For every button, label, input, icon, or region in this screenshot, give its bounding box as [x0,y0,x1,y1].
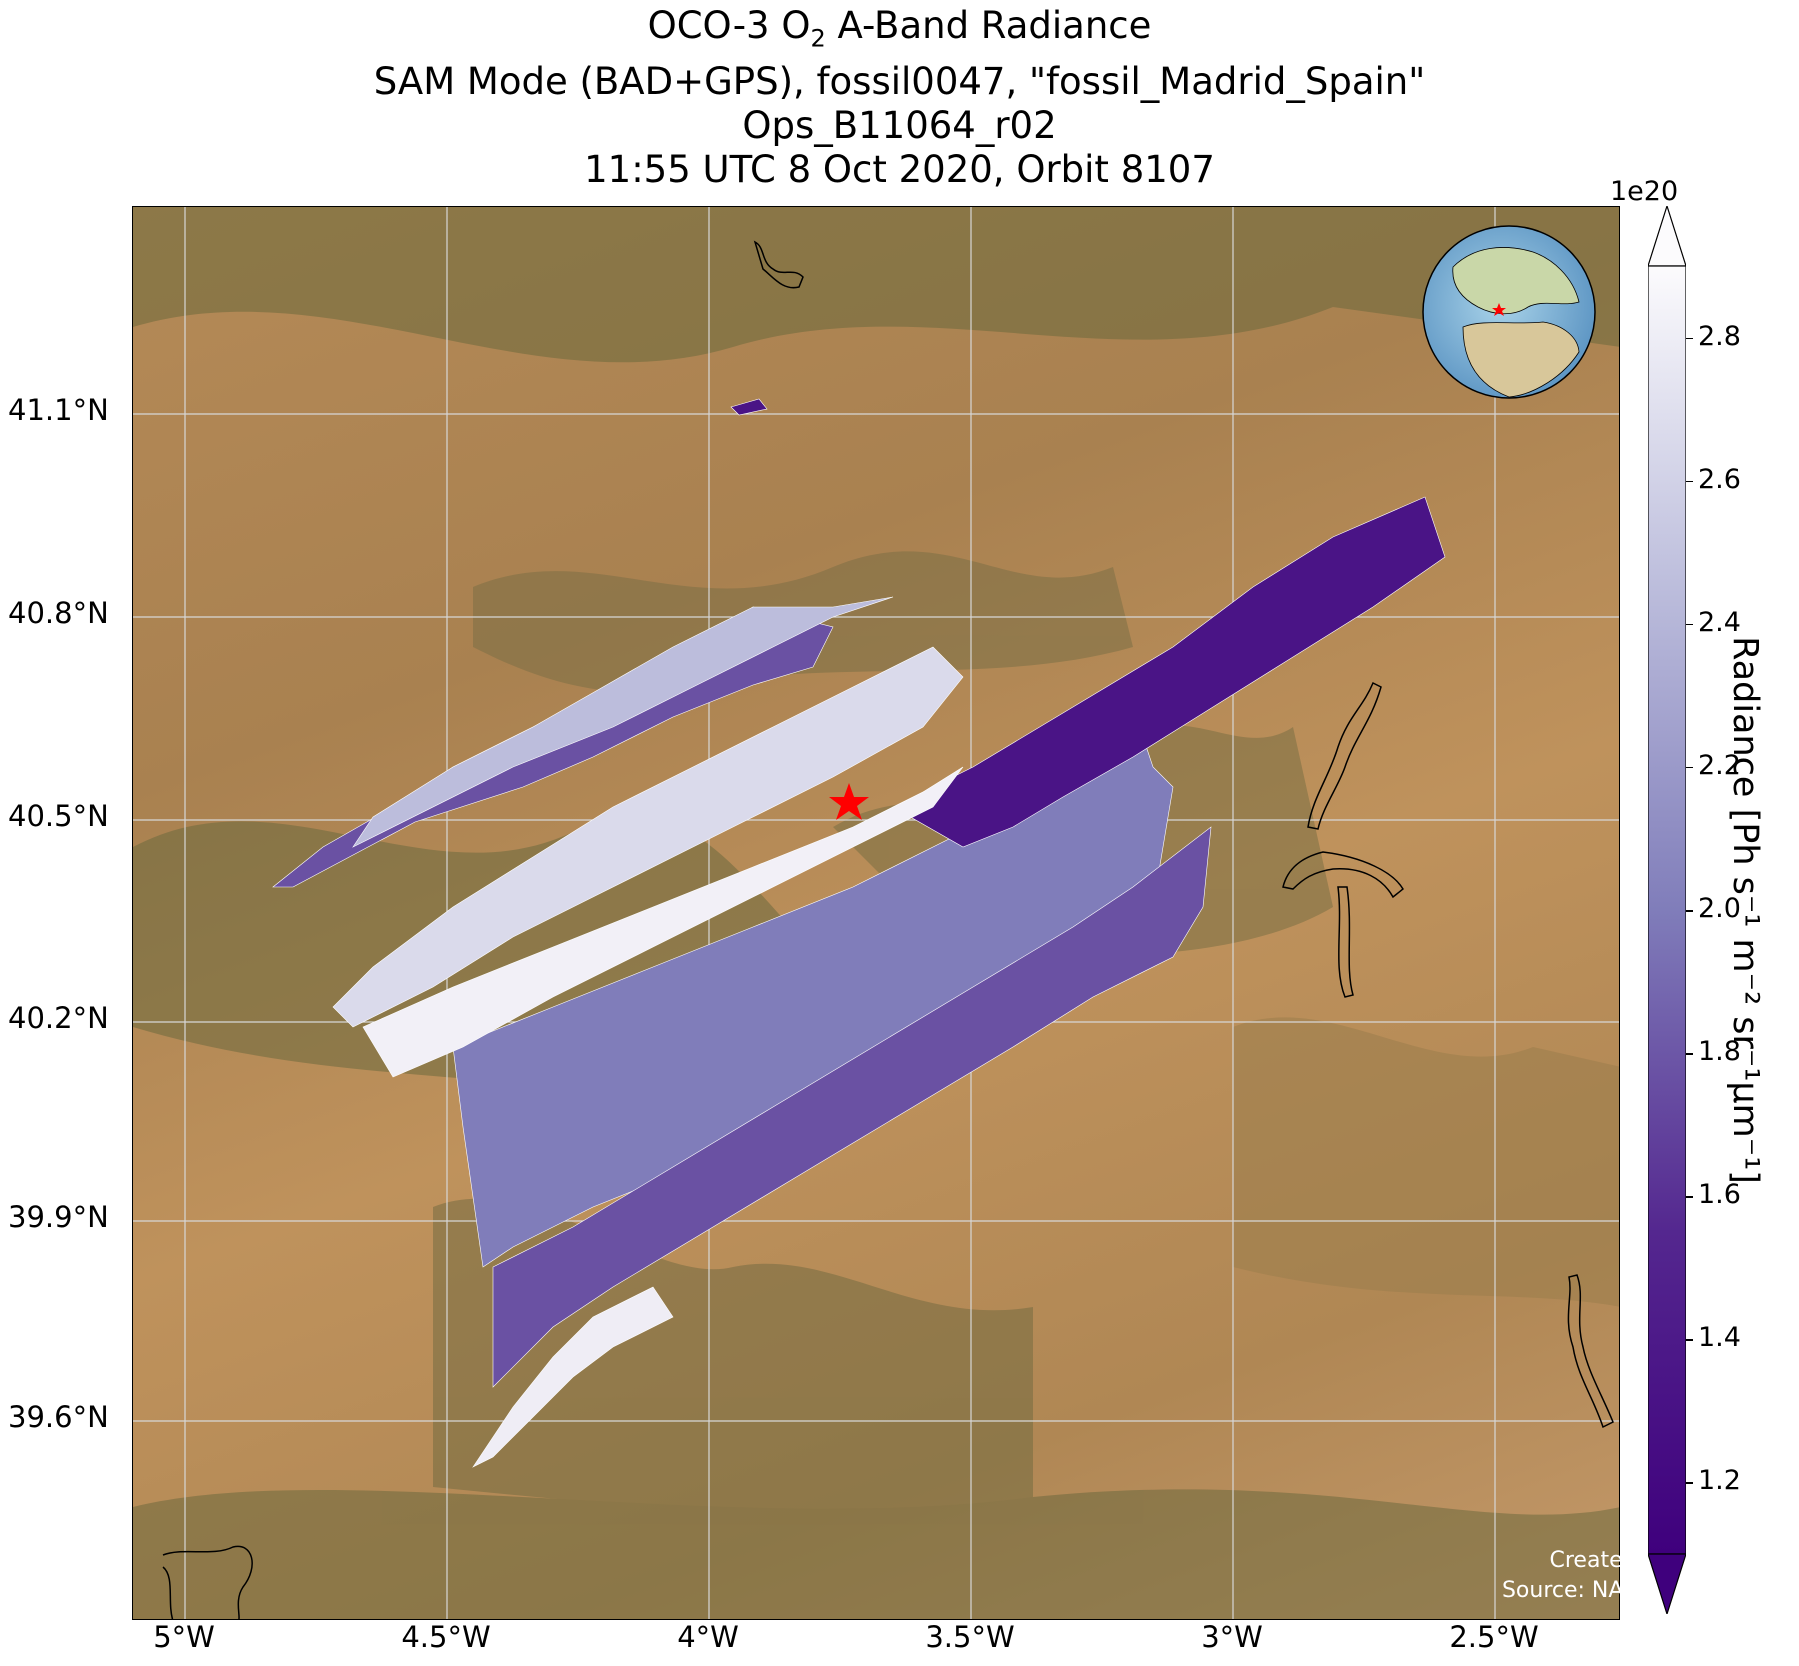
lon-tick-2: 4.5°W [401,1620,491,1654]
lat-tick-6: 39.6°N [8,1400,109,1434]
swath-north-fragment [730,398,768,416]
colorbar-gradient [1648,265,1686,1555]
colorbar-tick-label: 1.6 [1698,1179,1741,1211]
radiance-swaths [272,398,1446,1468]
colorbar-tick-mark [1686,910,1693,912]
colorbar-tick-label: 1.4 [1698,1322,1741,1354]
coastline-outlines [162,240,1614,1619]
swath-east-long [892,496,1446,848]
lat-tick-2: 40.8°N [8,596,109,630]
red-star-icon [829,783,869,820]
lon-tick-4: 3.5°W [925,1620,1015,1654]
colorbar-tick-label: 1.2 [1698,1465,1741,1497]
title-line-3: Ops_B11064_r02 [742,104,1057,148]
colorbar-tick-label: 2.0 [1698,893,1741,924]
colorbar-tick-mark [1686,1339,1693,1341]
globe-star-icon [1492,303,1506,316]
colorbar-tick-label: 2.4 [1698,606,1741,638]
swath-southeast [492,826,1212,1388]
colorbar-tick-mark [1686,1196,1693,1198]
colorbar-tick-mark [1686,1482,1693,1484]
swath-south-tail [472,1286,674,1468]
colorbar-exponent: 1e20 [1610,176,1679,207]
colorbar-tick-label: 1.8 [1698,1036,1741,1068]
title-line-2: SAM Mode (BAD+GPS), fossil0047, "fossil_… [373,60,1426,104]
colorbar-tick-mark [1686,480,1693,483]
figure-title: OCO-3 O2 A-Band Radiance SAM Mode (BAD+G… [0,4,1799,192]
lat-tick-3: 40.5°N [8,799,109,833]
lat-tick-1: 41.1°N [8,393,109,427]
colorbar [1648,206,1686,1614]
lon-tick-1: 5°W [153,1620,215,1654]
swath-northwest-upper [352,596,894,848]
colorbar-label: Radiance [Ph s⁻¹ m⁻² sr⁻¹μm⁻¹] [1725,636,1765,1184]
credit-source: Source: NASA/JPL-Caltech [1501,1578,1783,1603]
title-line-4: 11:55 UTC 8 Oct 2020, Orbit 8107 [584,148,1215,192]
inset-globe [1422,225,1596,399]
lon-tick-6: 2.5°W [1449,1620,1539,1654]
colorbar-tick-label: 2.6 [1698,463,1741,495]
title-line-1: OCO-3 O2 A-Band Radiance [647,4,1152,53]
target-marker-star [829,783,869,820]
colorbar-tick-mark [1686,1053,1693,1055]
colorbar-extend-top [1648,206,1686,267]
colorbar-tick-mark [1686,337,1693,340]
lon-tick-3: 4°W [677,1620,739,1654]
lat-tick-4: 40.2°N [8,1001,109,1035]
lat-tick-5: 39.9°N [8,1200,109,1234]
map-panel[interactable] [132,206,1620,1620]
swath-central-west [332,646,964,1028]
map-canvas [133,207,1619,1619]
lon-tick-5: 3°W [1201,1620,1263,1654]
swath-white-strip [362,766,964,1078]
colorbar-tick-label: 2.2 [1698,749,1741,781]
colorbar-extend-bottom [1648,1553,1686,1614]
colorbar-tick-label: 2.8 [1698,320,1741,352]
colorbar-tick-mark [1686,623,1693,626]
colorbar-tick-mark [1686,766,1693,769]
